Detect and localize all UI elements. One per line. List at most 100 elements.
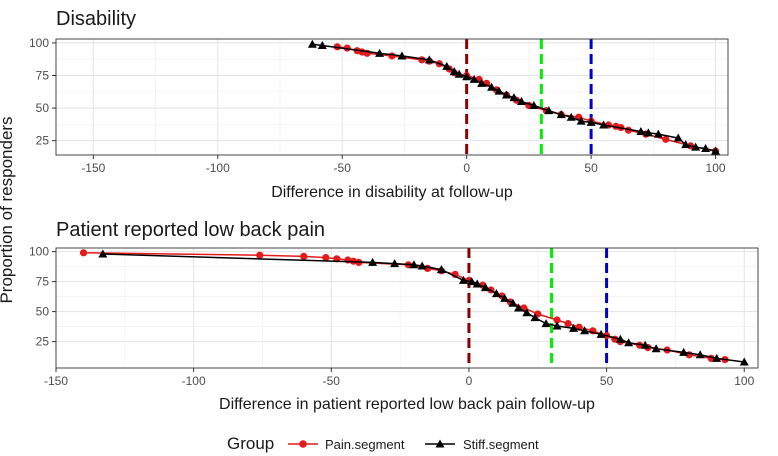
series-stiff-segment bbox=[307, 39, 721, 155]
data-point bbox=[624, 338, 634, 347]
data-point bbox=[322, 254, 330, 262]
data-point bbox=[417, 261, 427, 270]
data-point bbox=[256, 251, 264, 259]
data-point bbox=[615, 334, 625, 343]
data-point bbox=[500, 293, 510, 302]
data-point bbox=[343, 44, 351, 52]
panel-border bbox=[55, 38, 729, 156]
panel-patient-reported-low-back-pain: Patient reported low back pain -150 -100 -5… bbox=[29, 219, 759, 413]
data-point bbox=[541, 319, 551, 328]
data-point bbox=[491, 289, 501, 298]
data-point bbox=[300, 252, 308, 260]
x-tick-label: -150 bbox=[81, 161, 105, 175]
y-tick-label: 75 bbox=[36, 68, 50, 82]
x-tick-label: -100 bbox=[206, 161, 230, 175]
data-point bbox=[516, 97, 526, 106]
data-point bbox=[469, 74, 479, 83]
data-point bbox=[409, 260, 419, 269]
legend: Group Pain.segment Stiff.segment bbox=[227, 434, 539, 453]
data-point bbox=[679, 347, 689, 356]
data-point bbox=[662, 135, 670, 143]
data-point bbox=[487, 82, 497, 91]
data-point bbox=[494, 86, 504, 95]
data-point bbox=[586, 117, 596, 126]
data-point bbox=[368, 257, 378, 266]
data-point bbox=[701, 143, 711, 152]
x-tick-label: 50 bbox=[584, 161, 598, 175]
panel-border bbox=[55, 247, 759, 369]
data-point bbox=[691, 142, 701, 151]
x-tick-label: 100 bbox=[706, 161, 726, 175]
y-tick-label: 50 bbox=[36, 305, 50, 319]
data-point bbox=[388, 52, 396, 60]
data-point bbox=[556, 110, 566, 119]
data-point bbox=[576, 116, 586, 125]
data-point bbox=[739, 357, 749, 366]
data-point bbox=[552, 321, 562, 330]
data-point bbox=[458, 275, 468, 284]
x-tick-label: -50 bbox=[334, 161, 352, 175]
data-point bbox=[79, 249, 88, 257]
data-point bbox=[375, 48, 385, 57]
panel-title: Patient reported low back pain bbox=[56, 219, 325, 241]
data-point bbox=[651, 344, 661, 353]
data-point bbox=[467, 277, 477, 286]
data-point bbox=[580, 326, 590, 335]
series-stiff-segment bbox=[98, 249, 749, 366]
y-tick-label: 100 bbox=[29, 36, 49, 50]
x-tick-label: -100 bbox=[182, 374, 206, 388]
data-point bbox=[553, 316, 561, 324]
data-point bbox=[596, 329, 606, 338]
data-point bbox=[681, 140, 691, 149]
legend-label-stiff-segment: Stiff.segment bbox=[463, 437, 539, 452]
data-point bbox=[477, 78, 487, 87]
data-point bbox=[566, 112, 576, 121]
x-tick-label: 0 bbox=[463, 161, 470, 175]
x-axis-label: Difference in disability at follow-up bbox=[271, 184, 513, 201]
x-tick-label: 100 bbox=[734, 374, 754, 388]
data-point bbox=[509, 93, 519, 102]
panel-disability: Disability -150 -100 -50 0 50 100 25 50 75 100 Diff… bbox=[29, 8, 729, 201]
data-point bbox=[564, 320, 572, 328]
data-point bbox=[397, 51, 407, 60]
legend-key-stiff-marker bbox=[435, 439, 445, 448]
data-point bbox=[711, 146, 721, 155]
y-tick-label: 25 bbox=[36, 134, 50, 148]
data-point bbox=[317, 41, 327, 50]
data-point bbox=[480, 283, 490, 292]
data-point bbox=[569, 323, 579, 332]
legend-item-pain-segment: Pain.segment bbox=[288, 437, 405, 452]
data-point bbox=[712, 353, 722, 362]
data-point bbox=[522, 308, 532, 317]
x-tick-label: -50 bbox=[323, 374, 341, 388]
data-point bbox=[508, 298, 518, 307]
data-point bbox=[653, 129, 663, 138]
y-tick-label: 25 bbox=[36, 335, 50, 349]
data-point bbox=[640, 340, 650, 349]
data-point bbox=[436, 265, 446, 274]
data-point bbox=[307, 39, 317, 48]
data-point bbox=[390, 259, 400, 268]
data-point bbox=[462, 72, 472, 81]
data-point bbox=[643, 128, 653, 137]
legend-item-stiff-segment: Stiff.segment bbox=[425, 437, 539, 452]
data-point bbox=[530, 313, 540, 322]
y-axis-label: Proportion of responders bbox=[0, 116, 16, 303]
panel-title: Disability bbox=[56, 8, 136, 30]
data-point bbox=[636, 127, 646, 136]
y-tick-label: 100 bbox=[29, 245, 49, 259]
y-tick-label: 50 bbox=[36, 101, 50, 115]
chart-panels: Disability -150 -100 -50 0 50 100 25 50 75 100 Diff… bbox=[29, 8, 759, 413]
legend-key-pain-marker bbox=[299, 440, 307, 448]
data-point bbox=[424, 55, 434, 64]
data-point bbox=[529, 100, 539, 109]
data-point bbox=[599, 120, 609, 129]
data-point bbox=[454, 69, 464, 78]
data-point bbox=[695, 350, 705, 359]
data-point bbox=[544, 106, 554, 115]
x-axis-label: Difference in patient reported low back … bbox=[219, 396, 595, 413]
data-point bbox=[442, 61, 452, 70]
data-point bbox=[513, 303, 523, 312]
y-tick-label: 75 bbox=[36, 275, 50, 289]
